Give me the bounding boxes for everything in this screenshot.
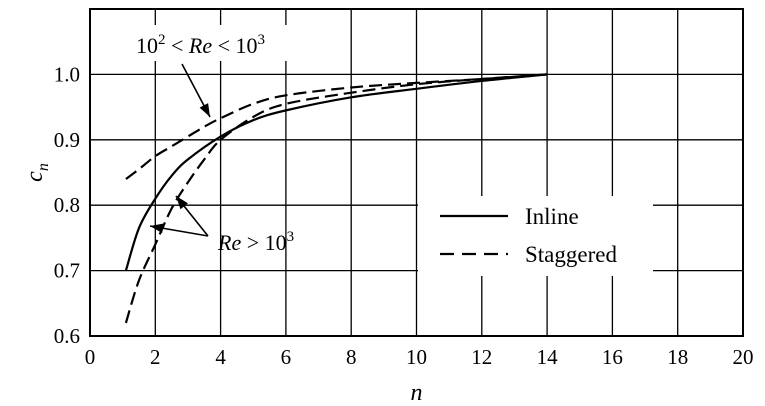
y-tick-label: 0.7 xyxy=(54,259,80,283)
x-axis-label: n xyxy=(411,380,423,406)
x-tick-label: 12 xyxy=(471,345,492,369)
x-tick-label: 4 xyxy=(215,345,226,369)
legend-label-inline_high: Inline xyxy=(525,204,579,229)
y-tick-label: 0.9 xyxy=(54,128,80,152)
x-tick-label: 2 xyxy=(150,345,161,369)
arrow-head xyxy=(199,103,210,117)
x-tick-label: 0 xyxy=(85,345,96,369)
y-axis-label: cn xyxy=(22,163,52,182)
annotation-background xyxy=(128,25,328,61)
annotation-reynolds-range: 102 < Re < 103 xyxy=(136,32,265,58)
legend: Inline Staggered xyxy=(418,196,653,276)
legend-background xyxy=(418,196,653,276)
plot-frame xyxy=(89,8,744,337)
x-tick-label: 20 xyxy=(733,345,754,369)
series-line-inline_high xyxy=(124,73,548,271)
x-tick-label: 14 xyxy=(537,345,559,369)
x-tick-label: 18 xyxy=(667,345,688,369)
series-lines xyxy=(124,73,548,324)
series-line-staggered_high xyxy=(124,73,548,324)
annotation-arrows xyxy=(149,63,211,237)
series-line-staggered_low xyxy=(125,73,548,180)
y-tick-labels: 0.6 0.7 0.8 0.9 1.0 xyxy=(54,62,80,348)
arrow-head xyxy=(150,223,164,233)
annotation-reynolds-high: Re > 103 xyxy=(217,229,294,255)
y-tick-label: 0.6 xyxy=(54,324,80,348)
y-tick-label: 1.0 xyxy=(54,62,80,86)
x-tick-label: 8 xyxy=(346,345,357,369)
x-tick-label: 6 xyxy=(281,345,292,369)
y-tick-label: 0.8 xyxy=(54,193,80,217)
legend-label-staggered_low: Staggered xyxy=(525,242,617,267)
x-tick-labels: 0 2 4 6 8 10 12 14 16 18 20 xyxy=(85,345,754,369)
x-tick-label: 16 xyxy=(602,345,623,369)
x-tick-label: 10 xyxy=(406,345,427,369)
arrow-head xyxy=(176,196,188,210)
